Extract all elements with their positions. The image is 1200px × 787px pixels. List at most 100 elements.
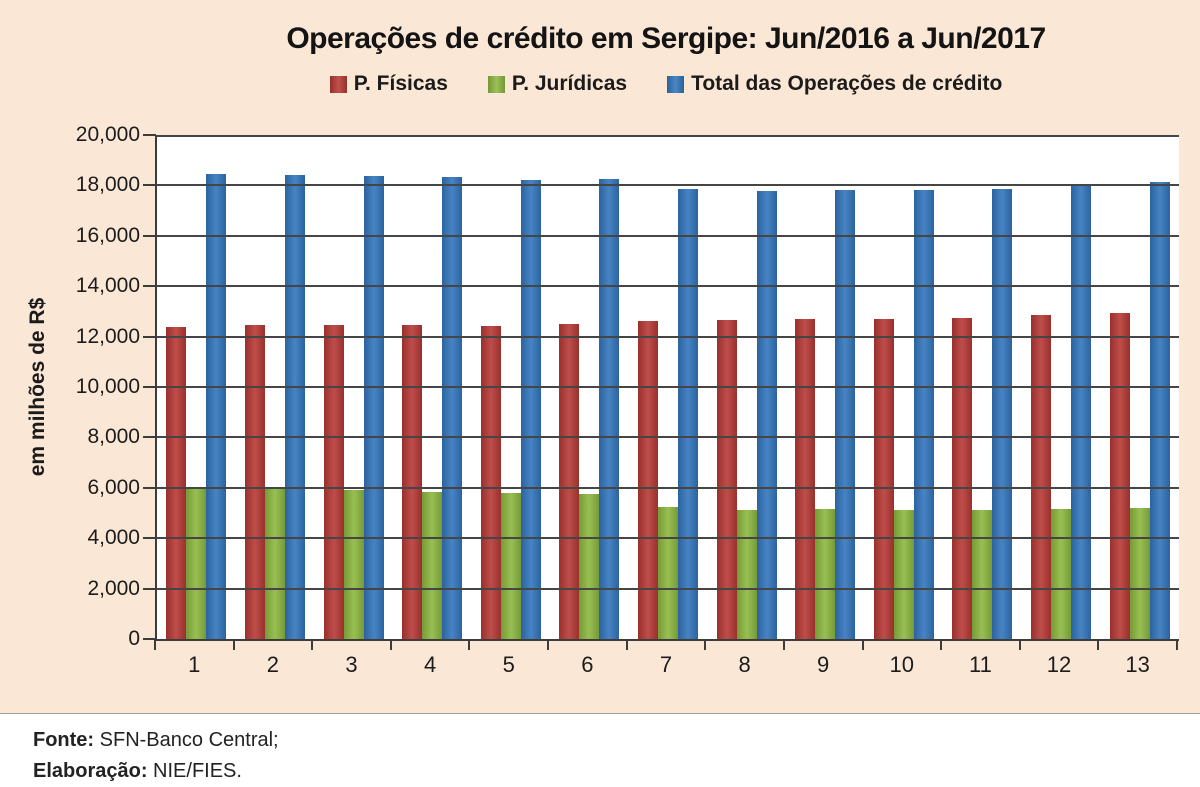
bar-total-das-opera-es-de-cr-dito-8 bbox=[756, 190, 777, 639]
bar-p-f-sicas-9 bbox=[795, 319, 816, 639]
footer-source-line: Fonte: SFN-Banco Central; bbox=[33, 725, 1200, 756]
bar-p-f-sicas-4 bbox=[402, 324, 423, 639]
bar-total-das-opera-es-de-cr-dito-3 bbox=[363, 175, 384, 639]
legend-swatch-icon bbox=[329, 75, 347, 93]
bar-total-das-opera-es-de-cr-dito-10 bbox=[913, 189, 934, 639]
x-tick-label-9: 9 bbox=[817, 652, 830, 677]
gridline-20000 bbox=[157, 135, 1179, 137]
chart-title: Operações de crédito em Sergipe: Jun/201… bbox=[286, 22, 1046, 55]
legend-item-label: P. Físicas bbox=[353, 72, 448, 95]
bar-p-jur-dicas-7 bbox=[657, 506, 678, 639]
y-tick-mark bbox=[143, 537, 156, 540]
bar-p-jur-dicas-13 bbox=[1129, 508, 1150, 639]
y-axis-tick-labels: 0 2,000 4,000 6,000 8,000 10,000 12,000 14,000 1… bbox=[0, 124, 140, 650]
bar-group-7 bbox=[629, 135, 708, 639]
legend-item-label: Total das Operações de crédito bbox=[691, 72, 1003, 95]
bar-group-10 bbox=[864, 135, 943, 639]
y-tick-label-8000: 8,000 bbox=[87, 425, 140, 449]
footer: Fonte: SFN-Banco Central; Elaboração: NI… bbox=[0, 713, 1200, 787]
footer-source-text: SFN-Banco Central; bbox=[94, 729, 279, 751]
gridline-18000 bbox=[157, 184, 1179, 187]
bar-p-jur-dicas-10 bbox=[893, 509, 914, 639]
bar-p-jur-dicas-6 bbox=[579, 493, 600, 639]
bar-p-f-sicas-6 bbox=[559, 324, 580, 639]
footer-elaboration-label: Elaboração: bbox=[33, 760, 148, 782]
x-tick-mark bbox=[1176, 640, 1178, 650]
bar-total-das-opera-es-de-cr-dito-12 bbox=[1071, 185, 1091, 639]
bar-group-6 bbox=[550, 135, 629, 639]
y-tick-mark bbox=[143, 486, 156, 489]
bar-total-das-opera-es-de-cr-dito-7 bbox=[677, 189, 698, 639]
x-tick-mark bbox=[547, 640, 549, 650]
y-tick-label-12000: 12,000 bbox=[75, 324, 140, 348]
y-tick-mark bbox=[143, 184, 156, 187]
x-tick-label-12: 12 bbox=[1046, 652, 1072, 677]
x-tick-label-8: 8 bbox=[738, 652, 751, 677]
x-tick-mark bbox=[154, 640, 156, 650]
gridline-10000 bbox=[157, 386, 1179, 388]
bar-group-11 bbox=[943, 135, 1022, 639]
y-tick-label-10000: 10,000 bbox=[75, 375, 140, 398]
plot-area bbox=[155, 135, 1179, 641]
bar-group-8 bbox=[707, 135, 786, 639]
bar-group-9 bbox=[786, 135, 865, 639]
footer-source-label: Fonte: bbox=[33, 729, 95, 751]
bar-p-jur-dicas-9 bbox=[815, 509, 836, 639]
gridline-14000 bbox=[157, 285, 1179, 288]
bar-group-2 bbox=[236, 135, 315, 639]
x-tick-label-3: 3 bbox=[345, 652, 358, 677]
y-tick-mark bbox=[143, 285, 156, 288]
bar-total-das-opera-es-de-cr-dito-11 bbox=[992, 188, 1013, 639]
bar-group-12 bbox=[1022, 135, 1101, 639]
y-tick-mark bbox=[143, 638, 156, 640]
bar-p-f-sicas-13 bbox=[1109, 312, 1130, 639]
gridline-16000 bbox=[157, 234, 1179, 237]
bar-p-f-sicas-7 bbox=[637, 321, 658, 639]
x-tick-mark bbox=[233, 640, 235, 650]
x-tick-label-10: 10 bbox=[889, 652, 915, 677]
x-tick-mark bbox=[468, 640, 470, 650]
bar-p-f-sicas-1 bbox=[166, 326, 187, 639]
y-tick-mark bbox=[143, 386, 156, 388]
bar-p-f-sicas-12 bbox=[1031, 315, 1051, 639]
legend-item-3: Total das Operações de crédito bbox=[667, 72, 1002, 96]
bar-total-das-opera-es-de-cr-dito-2 bbox=[284, 175, 305, 639]
y-tick-mark bbox=[143, 134, 156, 136]
bar-group-5 bbox=[471, 135, 550, 639]
footer-elaboration-text: NIE/FIES. bbox=[147, 760, 242, 782]
bar-total-das-opera-es-de-cr-dito-6 bbox=[599, 178, 620, 639]
y-tick-label-2000: 2,000 bbox=[87, 576, 140, 600]
y-tick-label-0: 0 bbox=[128, 627, 140, 650]
x-tick-mark bbox=[390, 640, 392, 650]
legend-swatch-icon bbox=[667, 75, 685, 93]
bar-p-jur-dicas-5 bbox=[500, 493, 521, 639]
bar-group-4 bbox=[393, 135, 472, 639]
y-tick-label-14000: 14,000 bbox=[75, 274, 140, 298]
y-tick-label-4000: 4,000 bbox=[87, 526, 140, 550]
bar-p-jur-dicas-3 bbox=[343, 490, 364, 639]
x-tick-mark bbox=[704, 640, 706, 650]
bar-total-das-opera-es-de-cr-dito-4 bbox=[442, 177, 463, 639]
bar-group-1 bbox=[157, 135, 236, 639]
legend: P. Físicas P. Jurídicas Total das Operaçõe… bbox=[155, 72, 1177, 96]
x-tick-label-11: 11 bbox=[968, 652, 992, 677]
x-tick-mark bbox=[311, 640, 313, 650]
y-tick-label-6000: 6,000 bbox=[87, 475, 140, 499]
bar-p-jur-dicas-1 bbox=[186, 486, 207, 639]
y-tick-mark bbox=[143, 234, 156, 237]
x-tick-mark bbox=[1019, 640, 1021, 650]
x-tick-label-5: 5 bbox=[502, 652, 515, 677]
bar-group-3 bbox=[314, 135, 393, 639]
bar-p-f-sicas-3 bbox=[323, 324, 344, 639]
bar-p-jur-dicas-4 bbox=[422, 491, 443, 639]
bar-p-jur-dicas-8 bbox=[736, 509, 757, 639]
bars-layer bbox=[157, 135, 1179, 639]
legend-swatch-icon bbox=[487, 75, 505, 93]
y-tick-label-18000: 18,000 bbox=[75, 173, 140, 197]
legend-item-label: P. Jurídicas bbox=[511, 72, 628, 95]
y-tick-mark bbox=[143, 436, 156, 439]
x-tick-label-2: 2 bbox=[266, 652, 280, 677]
y-tick-mark bbox=[143, 335, 156, 338]
gridline-4000 bbox=[157, 537, 1179, 540]
